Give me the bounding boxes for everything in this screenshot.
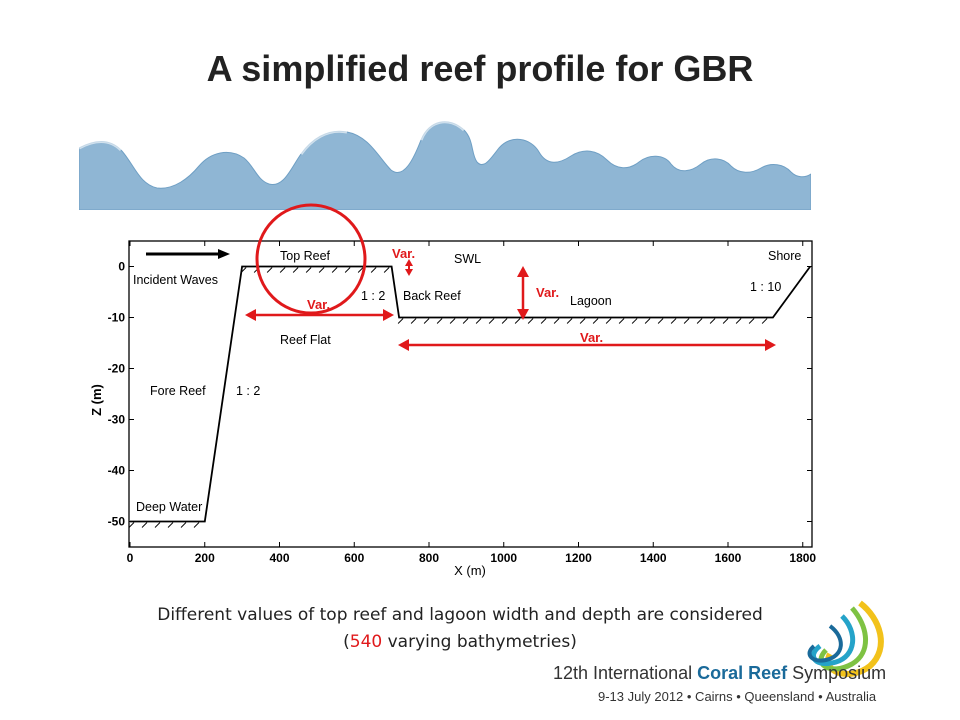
hatch-mark — [488, 318, 495, 324]
x-tick-labels: 0 200 400 600 800 1000 1200 1400 1600 1800 — [127, 551, 817, 565]
var-label-reef-width: Var. — [307, 297, 330, 312]
hatch-mark — [180, 522, 187, 528]
tick-marks — [129, 241, 812, 547]
symposium-title: 12th International Coral Reef Symposium — [553, 663, 887, 683]
hatch-mark — [501, 318, 508, 324]
label-slope-fore: 1 : 2 — [236, 384, 260, 398]
x-axis-label: X (m) — [454, 563, 486, 578]
hatch-mark — [357, 267, 364, 273]
x-tick-label: 1800 — [789, 551, 816, 565]
hatch-mark — [279, 267, 286, 273]
hatch-mark — [683, 318, 690, 324]
x-tick-label: 800 — [419, 551, 439, 565]
hatch-mark — [449, 318, 456, 324]
y-tick-label: -20 — [108, 362, 126, 376]
hatch-mark — [410, 318, 417, 324]
ground-hatching — [128, 267, 768, 528]
x-tick-label: 600 — [344, 551, 364, 565]
hatch-mark — [761, 318, 768, 324]
hatch-mark — [644, 318, 651, 324]
hatch-mark — [566, 318, 573, 324]
hatch-mark — [397, 318, 404, 324]
hatch-mark — [154, 522, 161, 528]
y-tick-label: -10 — [108, 311, 126, 325]
y-tick-label: 0 — [118, 260, 125, 274]
hatch-mark — [167, 522, 174, 528]
hatch-mark — [423, 318, 430, 324]
x-tick-label: 1400 — [640, 551, 667, 565]
hatch-mark — [592, 318, 599, 324]
var-label-lagoon-depth: Var. — [536, 285, 559, 300]
caption-line-1: Different values of top reef and lagoon … — [157, 605, 763, 625]
hatch-mark — [305, 267, 312, 273]
hatch-mark — [709, 318, 716, 324]
hatch-mark — [318, 267, 325, 273]
label-deep-water: Deep Water — [136, 500, 202, 514]
hatch-mark — [331, 267, 338, 273]
symposium-logo-icon — [807, 600, 884, 677]
label-incident-waves: Incident Waves — [133, 273, 218, 287]
waves-illustration — [79, 118, 811, 210]
hatch-mark — [292, 267, 299, 273]
x-tick-label: 200 — [195, 551, 215, 565]
var-label-lagoon-width: Var. — [580, 330, 603, 345]
hatch-mark — [128, 522, 135, 528]
x-tick-label: 1200 — [565, 551, 592, 565]
y-axis-label: Z (m) — [89, 384, 104, 416]
label-swl: SWL — [454, 252, 481, 266]
label-fore-reef: Fore Reef — [150, 384, 206, 398]
hatch-mark — [462, 318, 469, 324]
caption-highlight-count: 540 — [349, 632, 383, 652]
hatch-mark — [141, 522, 148, 528]
hatch-mark — [631, 318, 638, 324]
hatch-mark — [527, 318, 534, 324]
hatch-mark — [475, 318, 482, 324]
hatch-mark — [605, 318, 612, 324]
hatch-mark — [618, 318, 625, 324]
symposium-dates: 9-13 July 2012 • Cairns • Queensland • A… — [598, 689, 877, 704]
y-tick-labels: 0 -10 -20 -30 -40 -50 — [108, 260, 126, 529]
caption-line-2: (540 varying bathymetries) — [343, 632, 577, 652]
label-slope-shore: 1 : 10 — [750, 280, 781, 294]
label-back-reef: Back Reef — [403, 289, 461, 303]
hatch-mark — [670, 318, 677, 324]
hatch-mark — [370, 267, 377, 273]
hatch-mark — [436, 318, 443, 324]
hatch-mark — [696, 318, 703, 324]
x-tick-label: 1000 — [490, 551, 517, 565]
hatch-mark — [579, 318, 586, 324]
label-top-reef: Top Reef — [280, 249, 331, 263]
reef-profile-line — [130, 265, 811, 523]
x-tick-label: 0 — [127, 551, 134, 565]
slide-title: A simplified reef profile for GBR — [206, 48, 754, 89]
hatch-mark — [657, 318, 664, 324]
y-tick-label: -30 — [108, 413, 126, 427]
top-reef-highlight-circle — [255, 203, 367, 315]
label-shore: Shore — [768, 249, 801, 263]
x-tick-label: 400 — [269, 551, 289, 565]
hatch-mark — [193, 522, 200, 528]
hatch-mark — [266, 267, 273, 273]
hatch-mark — [540, 318, 547, 324]
hatch-mark — [748, 318, 755, 324]
incident-wave-arrowhead — [218, 249, 230, 259]
hatch-mark — [735, 318, 742, 324]
label-slope-back: 1 : 2 — [361, 289, 385, 303]
y-tick-label: -50 — [108, 515, 126, 529]
y-tick-label: -40 — [108, 464, 126, 478]
label-lagoon: Lagoon — [570, 294, 612, 308]
x-tick-label: 1600 — [715, 551, 742, 565]
hatch-mark — [514, 318, 521, 324]
label-reef-flat: Reef Flat — [280, 333, 331, 347]
hatch-mark — [344, 267, 351, 273]
slide-caption: Different values of top reef and lagoon … — [80, 602, 840, 656]
hatch-mark — [383, 267, 390, 273]
hatch-mark — [722, 318, 729, 324]
hatch-mark — [553, 318, 560, 324]
var-label-top-depth: Var. — [392, 246, 415, 261]
plot-frame — [128, 240, 813, 548]
